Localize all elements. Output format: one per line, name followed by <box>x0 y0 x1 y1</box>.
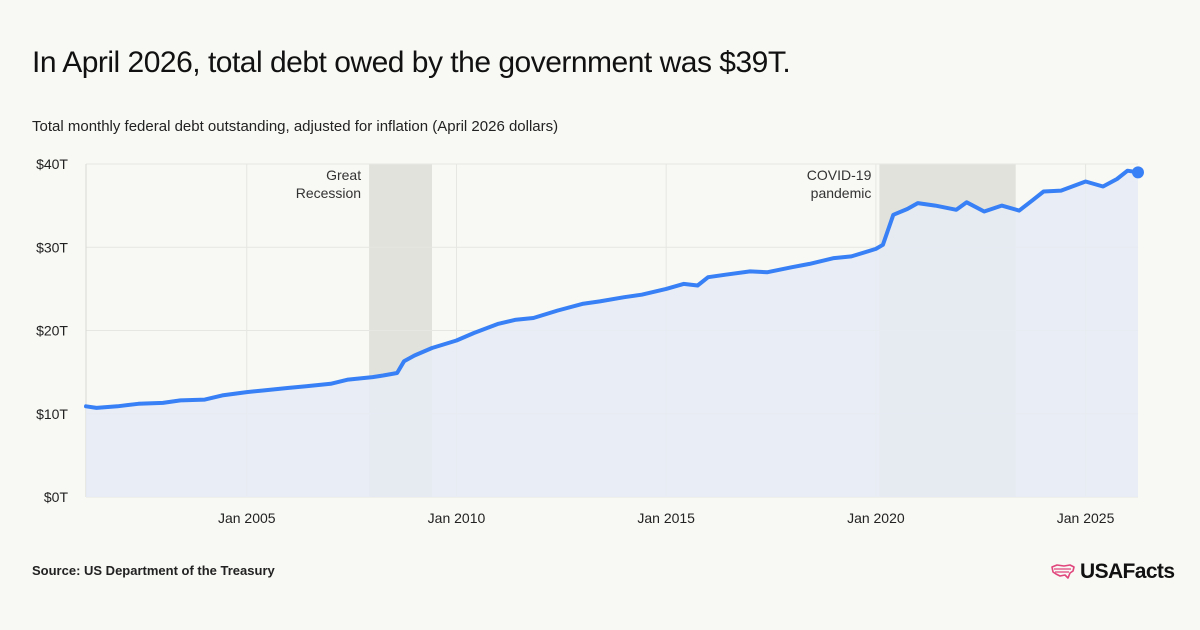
x-tick-label: Jan 2010 <box>428 510 486 526</box>
y-tick-label: $10T <box>36 406 68 422</box>
us-map-icon <box>1051 564 1075 579</box>
brand-name: USAFacts <box>1080 560 1175 583</box>
y-tick-label: $40T <box>36 156 68 172</box>
shaded-period-label: COVID-19 <box>807 167 872 183</box>
brand-logo[interactable]: USAFacts <box>1050 560 1175 584</box>
series-line <box>84 168 1140 410</box>
tick-labels: Great Recession COVID-19 pandemic $0T $10T $20… <box>36 156 1115 526</box>
x-tick-label: Jan 2005 <box>218 510 276 526</box>
debt-chart: Great Recession COVID-19 pandemic $0T $10T $20… <box>36 156 1144 526</box>
chart-title: In April 2026, total debt owed by the go… <box>32 46 791 79</box>
x-tick-label: Jan 2015 <box>637 510 695 526</box>
x-tick-label: Jan 2025 <box>1057 510 1115 526</box>
area-layer <box>86 170 1138 497</box>
y-tick-label: $20T <box>36 323 68 339</box>
shaded-period-label: Great <box>326 167 361 183</box>
line-layer <box>84 166 1144 410</box>
shaded-period-label: pandemic <box>811 185 872 201</box>
shaded-period-label: Recession <box>296 185 361 201</box>
y-tick-label: $0T <box>44 489 69 505</box>
x-tick-label: Jan 2020 <box>847 510 905 526</box>
latest-value-marker <box>1132 166 1144 179</box>
chart-subtitle: Total monthly federal debt outstanding, … <box>32 118 559 135</box>
y-tick-label: $30T <box>36 239 68 255</box>
series-area <box>86 170 1138 497</box>
source-note: Source: US Department of the Treasury <box>32 563 275 578</box>
